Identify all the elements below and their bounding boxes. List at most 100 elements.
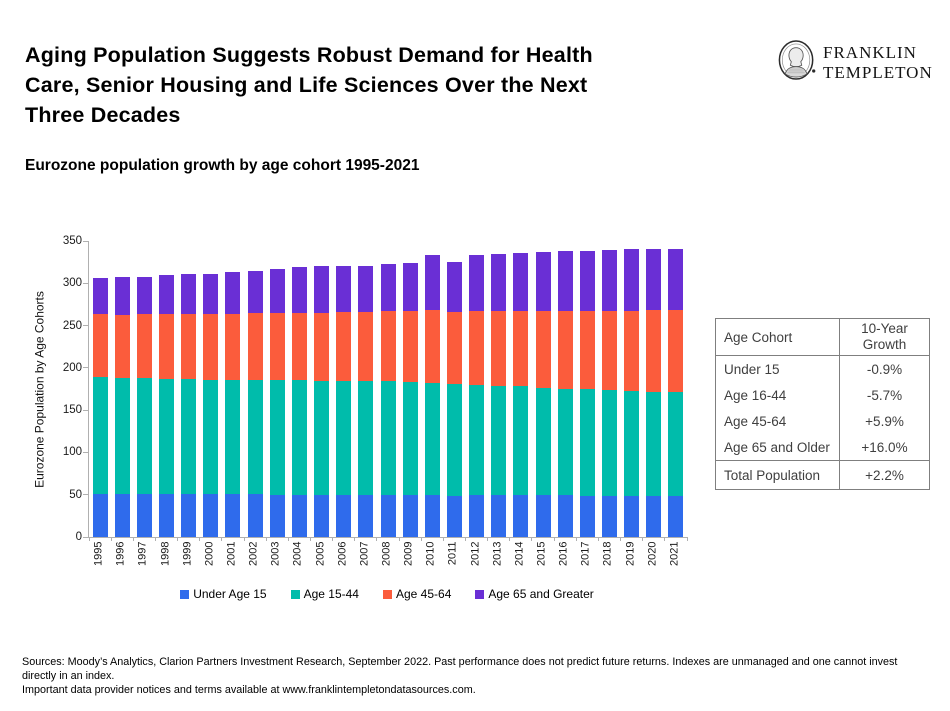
x-axis-label-2005: 2005 xyxy=(314,541,327,566)
x-axis-label-2009: 2009 xyxy=(402,541,415,566)
y-tick-label: 300 xyxy=(62,277,82,290)
bar-segment-2014 xyxy=(513,386,529,495)
bar-segment-2013 xyxy=(491,311,507,386)
x-axis-label-2008: 2008 xyxy=(380,541,393,566)
page-title-line1: Aging Population Suggests Robust Demand … xyxy=(25,43,593,67)
bar-segment-2009 xyxy=(402,263,418,312)
chart-subtitle: Eurozone population growth by age cohort… xyxy=(25,157,420,174)
x-axis-label-2016: 2016 xyxy=(557,541,570,566)
bar-segment-2002 xyxy=(247,379,263,494)
bar-segment-1996 xyxy=(114,493,130,537)
table-cell-cohort: Under 15 xyxy=(716,356,840,382)
bar-segment-2019 xyxy=(624,311,640,391)
page-title: Aging Population Suggests Robust Demand … xyxy=(25,40,695,130)
bar-segment-2000 xyxy=(203,313,219,380)
bar-segment-1995 xyxy=(92,313,108,378)
bar-segment-2019 xyxy=(624,495,640,537)
bar-segment-2008 xyxy=(380,311,396,382)
y-tick-label: 100 xyxy=(62,446,82,459)
x-tick-mark xyxy=(309,537,311,541)
page-title-line2: Care, Senior Housing and Life Sciences O… xyxy=(25,73,588,97)
bar-segment-2001 xyxy=(225,272,241,314)
x-axis-label-1998: 1998 xyxy=(159,541,172,566)
bar-segment-2019 xyxy=(624,249,640,312)
x-tick-mark xyxy=(154,537,156,541)
bar-segment-1999 xyxy=(181,273,197,314)
franklin-templeton-wordmark: FRANKLIN TEMPLETON xyxy=(823,40,933,82)
y-tick-mark xyxy=(83,451,89,453)
table-cell-growth: -0.9% xyxy=(866,361,903,377)
x-tick-mark xyxy=(620,537,622,541)
bar-segment-2006 xyxy=(336,494,352,537)
table-body: Under 15 -0.9% Age 16-44 -5.7% Age 45-64 +5.9… xyxy=(716,356,929,461)
x-tick-mark xyxy=(575,537,577,541)
bar-segment-2002 xyxy=(247,270,263,313)
legend-label: Age 45-64 xyxy=(395,587,452,601)
x-tick-mark xyxy=(132,537,134,541)
x-tick-mark xyxy=(110,537,112,541)
bar-segment-2020 xyxy=(646,310,662,392)
x-tick-mark xyxy=(642,537,644,541)
x-tick-mark xyxy=(487,537,489,541)
bar-segment-2005 xyxy=(314,494,330,537)
bar-segment-1995 xyxy=(92,278,108,314)
table-row: Under 15 -0.9% xyxy=(716,356,929,382)
x-axis-label-2001: 2001 xyxy=(225,541,238,566)
bar-segment-2013 xyxy=(491,494,507,537)
y-tick-mark xyxy=(83,494,89,496)
x-tick-mark xyxy=(465,537,467,541)
table-cell-growth: +5.9% xyxy=(865,413,904,429)
logo-line2: TEMPLETON xyxy=(823,62,933,82)
x-axis-label-2003: 2003 xyxy=(269,541,282,566)
y-tick-label: 0 xyxy=(75,531,82,543)
bar-segment-2007 xyxy=(358,265,374,313)
bar-segment-2017 xyxy=(579,251,595,312)
sources-line2: Important data provider notices and term… xyxy=(22,683,476,696)
bar-segment-2010 xyxy=(424,255,440,311)
bar-segment-2017 xyxy=(579,495,595,537)
bar-segment-2012 xyxy=(469,254,485,312)
x-axis-label-1999: 1999 xyxy=(181,541,194,566)
bar-segment-2002 xyxy=(247,493,263,537)
legend-label: Age 65 and Greater xyxy=(488,587,594,601)
legend-item: Age 45-64 xyxy=(382,587,452,601)
x-tick-mark xyxy=(420,537,422,541)
table-total-row: Total Population +2.2% xyxy=(716,461,929,489)
bar-segment-2010 xyxy=(424,494,440,537)
bar-segment-2007 xyxy=(358,381,374,495)
bar-segment-1995 xyxy=(92,377,108,494)
bar-segment-1995 xyxy=(92,493,108,537)
bar-segment-2006 xyxy=(336,380,352,495)
bar-segment-1996 xyxy=(114,314,130,379)
legend-swatch-icon xyxy=(475,589,485,599)
x-tick-mark xyxy=(287,537,289,541)
bar-segment-2001 xyxy=(225,379,241,494)
legend-label: Under Age 15 xyxy=(193,587,267,601)
legend-swatch-icon xyxy=(180,589,190,599)
bar-segment-2014 xyxy=(513,494,529,537)
bar-segment-2020 xyxy=(646,495,662,537)
x-axis-labels: 1995 1996 1997 1998 1999 2000 2001 2002 2003 2004… xyxy=(88,538,686,582)
y-tick-label: 150 xyxy=(62,404,82,417)
x-tick-mark xyxy=(553,537,555,541)
x-axis-label-2020: 2020 xyxy=(646,541,659,566)
x-axis-label-2012: 2012 xyxy=(469,541,482,566)
total-row-value: +2.2% xyxy=(865,467,904,483)
chart-legend: Under Age 15 Age 15-44 Age 45-64 Age 65 and… xyxy=(88,587,686,601)
bar-segment-2018 xyxy=(601,495,617,537)
x-tick-mark xyxy=(88,537,90,541)
bar-segment-2014 xyxy=(513,311,529,387)
y-tick-mark xyxy=(83,536,89,538)
x-axis-label-2018: 2018 xyxy=(601,541,614,566)
bar-segment-1998 xyxy=(159,313,175,379)
bar-segment-2020 xyxy=(646,391,662,496)
table-cell-cohort: Age 65 and Older xyxy=(716,434,840,460)
bar-segment-1996 xyxy=(114,277,130,315)
x-axis-label-2011: 2011 xyxy=(446,541,459,566)
bar-segment-2011 xyxy=(446,495,462,537)
bar-segment-2013 xyxy=(491,253,507,312)
bar-segment-2018 xyxy=(601,250,617,312)
x-axis-label-2004: 2004 xyxy=(291,541,304,566)
bar-segment-2020 xyxy=(646,248,662,311)
table-cell-growth: -5.7% xyxy=(866,387,903,403)
